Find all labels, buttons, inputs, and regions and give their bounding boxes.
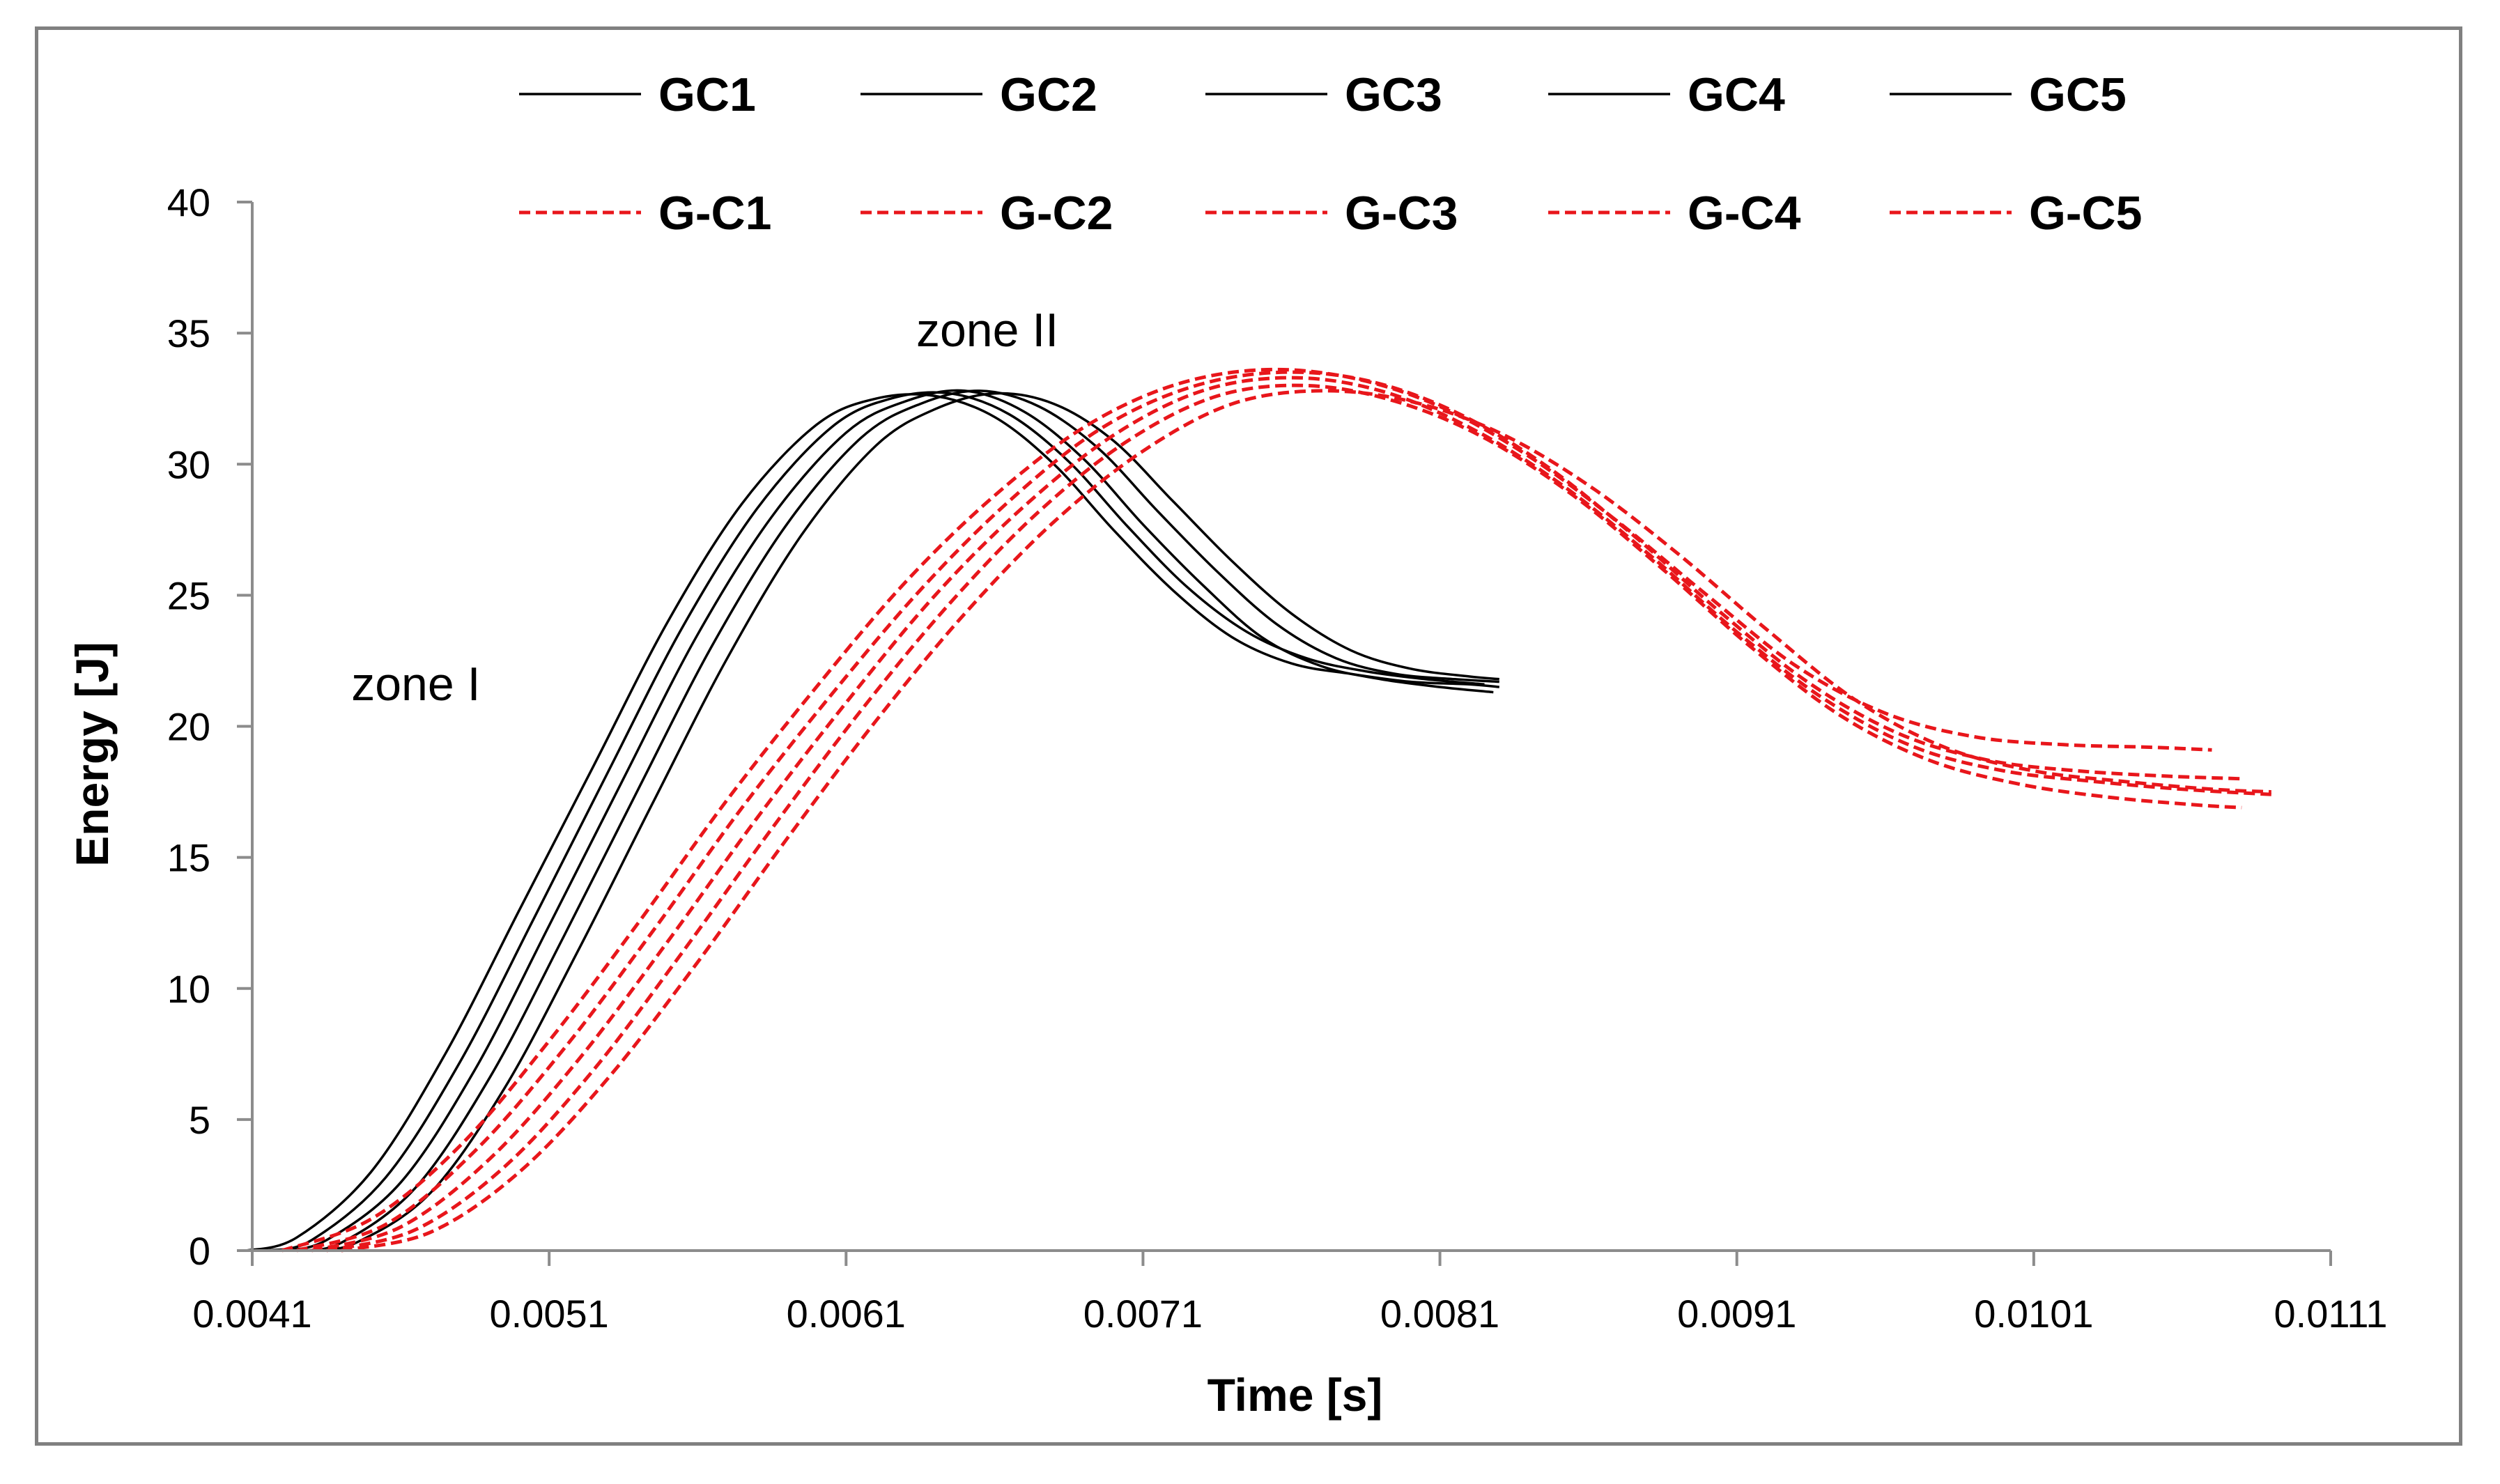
legend: GC1 GC2 GC3 GC4 GC5 G-C1 G-C2 G-C3 G-C4 G-C5 xyxy=(519,68,2142,240)
y-tick-label: 10 xyxy=(167,967,210,1011)
x-tick-label: 0.0081 xyxy=(1380,1292,1499,1336)
x-tick-label: 0.0091 xyxy=(1677,1292,1796,1336)
legend-label-gc4: GC4 xyxy=(1688,68,1785,121)
y-tick-label: 20 xyxy=(167,705,210,749)
series-layer xyxy=(246,367,2271,1253)
series-line-g-c2 xyxy=(296,370,2242,1253)
series-line-gc1 xyxy=(246,393,1499,1252)
x-tick-label: 0.0111 xyxy=(2274,1292,2388,1336)
x-tick-label: 0.0041 xyxy=(192,1292,311,1336)
y-tick-label: 25 xyxy=(167,573,210,617)
series-line-gc2 xyxy=(266,391,1485,1252)
x-tick-label: 0.0051 xyxy=(490,1292,609,1336)
legend-label-gc1: GC1 xyxy=(658,68,756,121)
x-tick-label: 0.0061 xyxy=(787,1292,906,1336)
y-tick-label: 35 xyxy=(167,311,210,355)
x-tick-label: 0.0071 xyxy=(1083,1292,1203,1336)
legend-label-g-c3: G-C3 xyxy=(1345,187,1458,240)
y-axis-title: Energy [J] xyxy=(66,642,118,867)
legend-label-gc3: GC3 xyxy=(1345,68,1442,121)
series-line-g-c3 xyxy=(311,376,2271,1253)
y-ticks: 0 5 10 15 20 25 30 35 40 xyxy=(167,180,252,1273)
y-tick-label: 5 xyxy=(189,1098,210,1142)
series-line-gc5 xyxy=(311,392,1499,1252)
annotation-zone-ii: zone II xyxy=(916,304,1058,357)
legend-label-g-c5: G-C5 xyxy=(2029,187,2142,240)
series-line-g-c4 xyxy=(325,383,2242,1253)
y-tick-label: 30 xyxy=(167,442,210,486)
legend-label-g-c4: G-C4 xyxy=(1688,187,1801,240)
legend-label-gc5: GC5 xyxy=(2029,68,2127,121)
axes xyxy=(251,202,2331,1252)
series-line-gc4 xyxy=(296,389,1499,1252)
legend-label-g-c1: G-C1 xyxy=(658,187,771,240)
series-line-gc3 xyxy=(281,389,1494,1252)
series-line-g-c5 xyxy=(341,389,2271,1253)
y-tick-label: 15 xyxy=(167,836,210,880)
y-tick-label: 40 xyxy=(167,180,210,224)
x-axis-title: Time [s] xyxy=(1207,1369,1383,1421)
y-tick-label: 0 xyxy=(189,1229,210,1273)
series-line-g-c1 xyxy=(281,367,2212,1253)
x-tick-label: 0.0101 xyxy=(1974,1292,2093,1336)
annotation-zone-i: zone I xyxy=(351,658,480,711)
legend-label-gc2: GC2 xyxy=(1000,68,1097,121)
legend-label-g-c2: G-C2 xyxy=(1000,187,1113,240)
chart-frame xyxy=(35,26,2462,1446)
x-ticks: 0.0041 0.0051 0.0061 0.0071 0.0081 0.0091 0.01… xyxy=(192,1251,2387,1336)
